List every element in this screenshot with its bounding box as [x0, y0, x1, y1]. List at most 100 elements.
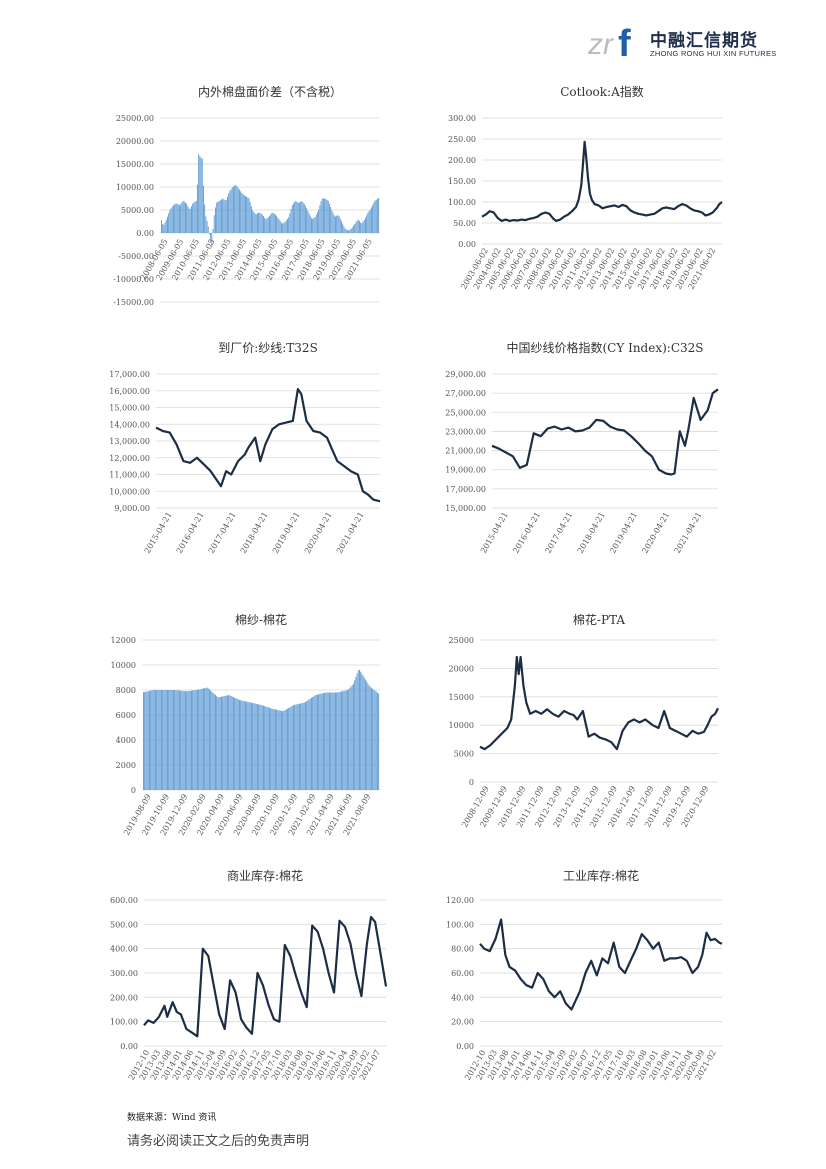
- bar: [267, 707, 269, 790]
- bar: [237, 187, 239, 233]
- bar: [171, 206, 173, 233]
- bar: [377, 692, 378, 790]
- bar: [277, 217, 279, 233]
- bar: [155, 690, 156, 790]
- bar: [378, 197, 380, 233]
- bar: [302, 202, 304, 233]
- y-tick-label: 9,000.00: [114, 504, 150, 513]
- bar: [203, 688, 204, 790]
- bar: [234, 697, 236, 790]
- bar: [344, 228, 346, 233]
- y-tick-label: 0.00: [456, 1042, 474, 1051]
- bar: [235, 184, 237, 233]
- bar: [227, 695, 228, 790]
- chart-svg: 内外棉盘面价差（不含税） 25000.00 20000.00 15000.00 1000…: [113, 84, 381, 307]
- bar: [191, 690, 192, 790]
- bar: [308, 699, 310, 790]
- bar: [257, 213, 258, 233]
- bar: [203, 185, 204, 233]
- bar: [375, 199, 377, 233]
- bar: [201, 158, 203, 233]
- y-tick-label: 15,000.00: [109, 404, 150, 413]
- bar: [248, 702, 250, 790]
- y-tick-label: 14,000.00: [109, 420, 150, 429]
- bar: [348, 689, 350, 790]
- bar: [187, 691, 189, 790]
- bar: [259, 704, 261, 790]
- bar: [230, 695, 232, 790]
- bar: [348, 230, 350, 233]
- bar: [332, 212, 334, 233]
- chart-svg: 商业库存:棉花 0.00 100.00 200.00 300.00 400.00 500.0…: [110, 868, 388, 1082]
- bar: [243, 195, 245, 233]
- bar: [198, 154, 200, 233]
- bar: [345, 690, 347, 790]
- bar: [257, 704, 258, 790]
- x-tick-label: 2017-04-21: [207, 511, 238, 555]
- bar: [174, 204, 176, 233]
- chart-svg: 中国纱线价格指数(CY Index):C32S 15,000.00 17,000.0…: [445, 340, 719, 555]
- bar: [251, 206, 252, 233]
- bar: [170, 690, 172, 790]
- zrf-logo-mark: zr f: [588, 23, 631, 62]
- bar: [212, 692, 214, 790]
- bar: [176, 690, 178, 790]
- bar: [163, 224, 165, 233]
- bar-series: [141, 668, 381, 790]
- y-tick-label: -15000.00: [113, 298, 154, 307]
- bar: [222, 696, 224, 790]
- bar: [216, 696, 218, 790]
- bar-series: [159, 150, 381, 247]
- bar: [281, 710, 282, 790]
- bar: [245, 195, 246, 233]
- bar: [269, 707, 270, 790]
- bar: [295, 201, 297, 233]
- bar: [247, 701, 249, 790]
- bar: [324, 198, 326, 233]
- bar: [209, 689, 210, 790]
- bar: [164, 222, 166, 233]
- chart-title: 内外棉盘面价差（不含税）: [198, 84, 342, 99]
- bar: [228, 193, 230, 233]
- y-tick-label: 5000.00: [121, 206, 154, 215]
- bar: [254, 213, 256, 233]
- bar: [192, 203, 194, 233]
- bar: [181, 690, 183, 790]
- bar: [290, 706, 292, 790]
- svg-text:f: f: [618, 23, 631, 62]
- x-tick-label: 2021-04-21: [335, 511, 366, 555]
- bar: [210, 690, 212, 790]
- bar: [373, 202, 375, 233]
- bar: [271, 212, 273, 233]
- chart-svg: 到厂价:纱线:T32S 9,000.00 10,000.00 11,000.00 12,…: [109, 341, 381, 555]
- bar: [205, 216, 207, 233]
- bar: [255, 703, 257, 790]
- bar: [270, 708, 272, 790]
- chart-svg: 棉纱-棉花0200040006000800010000120002019-08-…: [111, 612, 381, 837]
- bar: [277, 710, 279, 790]
- bar: [201, 688, 203, 790]
- bar: [363, 677, 365, 790]
- bar: [223, 199, 225, 233]
- y-tick-label: 11,000.00: [109, 471, 150, 480]
- bar: [180, 204, 182, 233]
- bar: [360, 222, 362, 233]
- bar: [236, 186, 238, 233]
- bar: [361, 223, 363, 233]
- bar: [193, 690, 195, 790]
- bar: [171, 690, 173, 790]
- bar: [294, 704, 296, 790]
- bar: [374, 200, 376, 233]
- bar: [306, 701, 308, 790]
- bar: [211, 691, 213, 790]
- bar: [227, 196, 228, 233]
- bar: [265, 219, 267, 233]
- series-line: [481, 140, 723, 222]
- bar: [294, 201, 296, 233]
- bar: [217, 201, 219, 233]
- bar: [359, 221, 360, 233]
- y-tick-label: 300.00: [110, 969, 138, 978]
- bar: [143, 692, 144, 790]
- bar: [336, 692, 338, 790]
- chart-svg: 棉花-PTA05000100001500020000250002008-12-0…: [449, 612, 719, 829]
